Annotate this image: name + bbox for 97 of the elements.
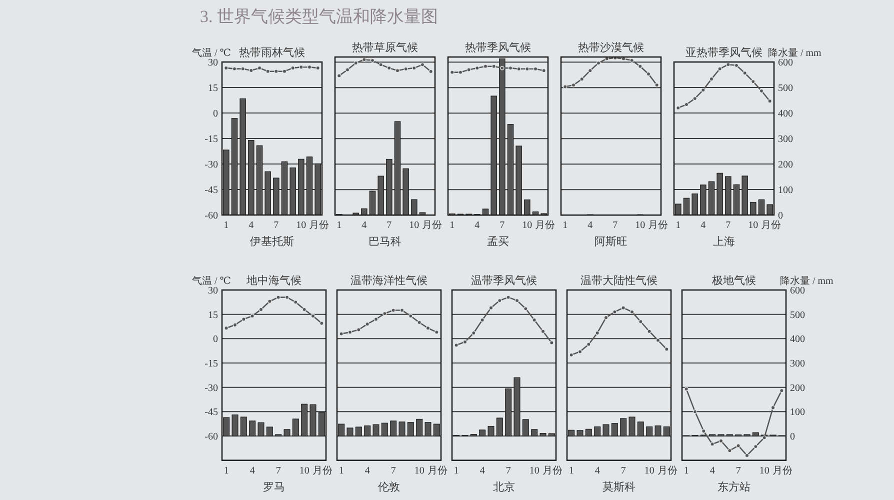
xtick: 10 (296, 220, 306, 231)
title: 地中海气候 (246, 275, 302, 287)
y2tick: 600 (790, 286, 805, 296)
y2label: 降水量 / mm (780, 276, 834, 287)
ylabel: 气温 / ℃ (192, 48, 231, 59)
y2tick: 0 (778, 210, 783, 222)
xtick: 1 (336, 220, 342, 231)
xtick: 4 (480, 465, 485, 476)
xtick: 10 (748, 220, 758, 231)
xlabel: 月份 (657, 465, 678, 476)
ytick: 15 (208, 310, 218, 321)
xtick: 10 (414, 465, 424, 476)
xtick: 10 (759, 465, 770, 476)
y2tick: 200 (778, 160, 793, 170)
annotation: 罗马 (263, 481, 285, 494)
xtick: 1 (454, 465, 459, 476)
y2label: 降水量 / mm (768, 48, 822, 59)
xtick: 4 (364, 465, 370, 476)
xlabel: 月份 (427, 465, 448, 476)
xlabel: 月份 (309, 220, 330, 231)
ytick: -60 (204, 432, 218, 442)
xtick: 1 (224, 465, 229, 476)
xtick: 7 (500, 220, 505, 231)
title: 亚热带季风气候 (686, 47, 762, 59)
y2tick: 100 (790, 407, 805, 418)
y2tick: 0 (790, 432, 795, 442)
annotation: 东方站 (718, 481, 750, 494)
ytick: 0 (213, 108, 218, 120)
xtick: 10 (529, 465, 540, 476)
xtick: 1 (338, 465, 344, 476)
title: 温带海洋性气候 (350, 275, 428, 287)
xlabel: 月份 (772, 465, 792, 476)
annotation: 莫斯科 (602, 481, 636, 494)
annotation: 伦敦 (378, 481, 400, 494)
ytick: 15 (208, 83, 218, 94)
title: 热带沙漠气候 (578, 42, 644, 54)
xtick: 7 (620, 465, 626, 476)
xlabel: 月份 (312, 465, 332, 476)
xtick: 4 (710, 465, 715, 476)
title: 热带雨林气候 (239, 47, 305, 59)
y2tick: 300 (790, 358, 805, 370)
annotation: 阿斯旺 (594, 236, 628, 248)
ytick: 30 (208, 58, 218, 68)
xtick: 10 (299, 465, 310, 476)
annotation: 伊基托斯 (250, 236, 294, 248)
xtick: 10 (635, 220, 646, 231)
xtick: 10 (644, 465, 654, 476)
xlabel: 月份 (535, 220, 556, 231)
xtick: 7 (274, 220, 279, 231)
xtick: 4 (588, 220, 593, 231)
xtick: 4 (248, 220, 254, 231)
xlabel: 月份 (542, 465, 562, 476)
xtick: 7 (726, 220, 731, 231)
xtick: 1 (224, 220, 229, 231)
xtick: 1 (684, 465, 689, 476)
xtick: 4 (250, 465, 255, 476)
annotation: 上海 (713, 236, 735, 248)
ylabel: 气温 / ℃ (192, 276, 231, 287)
y2tick: 500 (778, 83, 793, 94)
y2tick: 300 (778, 134, 793, 145)
ytick: 30 (208, 286, 218, 296)
ytick: -60 (204, 210, 218, 222)
xtick: 7 (736, 465, 741, 476)
title: 热带季风气候 (465, 42, 531, 54)
title: 温带大陆性气候 (580, 275, 658, 287)
xtick: 4 (594, 465, 600, 476)
xlabel: 月份 (648, 220, 668, 231)
xtick: 7 (612, 220, 618, 231)
xtick: 4 (700, 220, 706, 231)
ytick: -45 (204, 185, 218, 196)
xtick: 7 (390, 465, 396, 476)
xtick: 1 (562, 220, 568, 231)
xlabel: 月份 (761, 220, 782, 231)
title: 3. 世界气候类型气温和降水量图 (200, 7, 438, 26)
xtick: 1 (568, 465, 574, 476)
ytick: -15 (204, 358, 218, 370)
y2tick: 200 (790, 382, 805, 394)
ytick: -30 (204, 382, 218, 394)
ytick: -45 (204, 407, 218, 418)
title: 极地气候 (712, 275, 756, 287)
xtick: 10 (522, 220, 532, 231)
xtick: 1 (450, 220, 455, 231)
ytick: -15 (204, 134, 218, 145)
xtick: 7 (506, 465, 511, 476)
annotation: 孟买 (487, 236, 509, 248)
y2tick: 600 (778, 58, 793, 68)
xtick: 7 (276, 465, 281, 476)
annotation: 北京 (493, 481, 515, 494)
y2tick: 500 (790, 310, 805, 321)
y2tick: 400 (778, 108, 793, 120)
xtick: 1 (676, 220, 681, 231)
ytick: -30 (204, 160, 218, 170)
y2tick: 400 (790, 334, 805, 346)
y2tick: 100 (778, 185, 793, 196)
title: 温带季风气候 (471, 275, 537, 287)
ytick: 0 (213, 334, 218, 346)
xtick: 4 (474, 220, 480, 231)
